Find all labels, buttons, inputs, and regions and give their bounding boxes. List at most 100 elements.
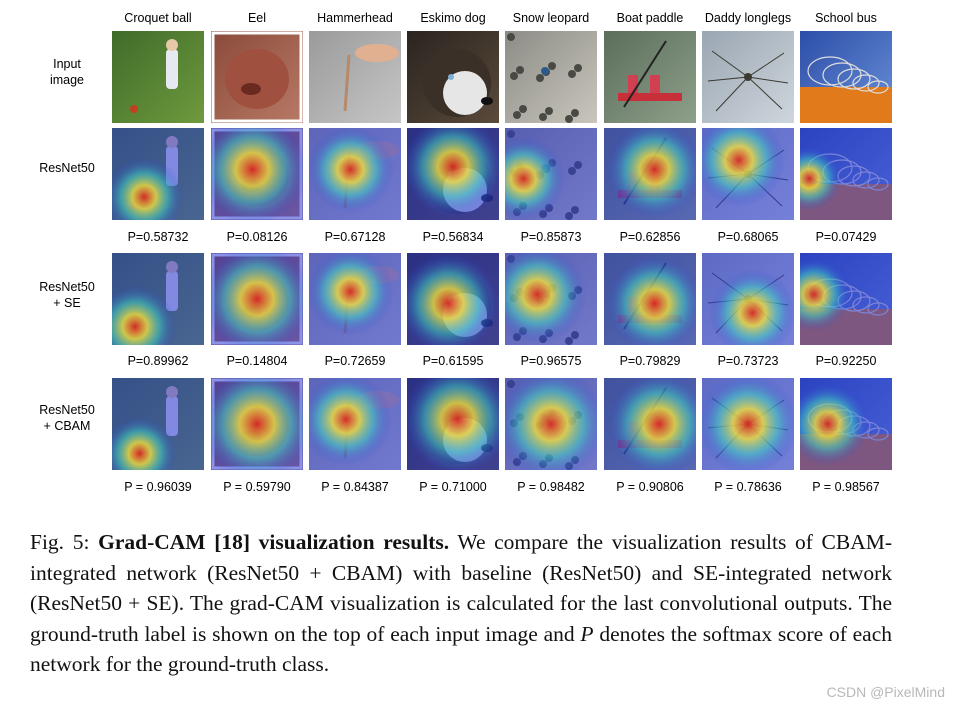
row-label: ResNet50: [22, 160, 112, 176]
tile-graphic: [211, 128, 303, 220]
softmax-score: P=0.89962: [127, 354, 189, 368]
softmax-score: P = 0.96039: [124, 480, 192, 494]
input-image-tile: [702, 31, 794, 123]
softmax-score: P = 0.90806: [616, 480, 684, 494]
heatmap-hotspot: [112, 285, 177, 345]
tile-graphic: [505, 31, 597, 123]
row-label: ResNet50 + SE: [22, 279, 112, 311]
input-image-tile: [800, 31, 892, 123]
tile-graphic: [505, 128, 597, 220]
gradcam-heatmap-tile: [800, 253, 892, 345]
gradcam-heatmap-tile: [702, 378, 794, 470]
softmax-score: P=0.07429: [815, 230, 877, 244]
gradcam-heatmap-tile: [211, 128, 303, 220]
heatmap-hotspot: [407, 128, 499, 218]
row-label: Input image: [22, 56, 112, 88]
gradcam-heatmap-tile: [505, 128, 597, 220]
row-label-line: ResNet50: [39, 403, 95, 417]
heatmap-hotspot: [112, 416, 177, 470]
row-label-line: ResNet50: [39, 161, 95, 175]
heatmap-hotspot: [112, 157, 184, 220]
input-image-tile: [112, 31, 204, 123]
gradcam-heatmap-tile: [309, 128, 401, 220]
tile-graphic: [112, 253, 204, 345]
input-image-tile: [309, 31, 401, 123]
tile-graphic: [112, 128, 204, 220]
softmax-score: P=0.96575: [520, 354, 582, 368]
row-label: ResNet50 + CBAM: [22, 402, 112, 434]
gradcam-heatmap-tile: [800, 128, 892, 220]
input-image-tile: [604, 31, 696, 123]
softmax-score: P=0.72659: [324, 354, 386, 368]
photo-background: [309, 31, 401, 123]
heatmap-hotspot: [505, 378, 597, 470]
softmax-score: P = 0.71000: [419, 480, 487, 494]
tile-graphic: [604, 253, 696, 345]
input-image-tile: [211, 31, 303, 123]
tile-graphic: [505, 378, 597, 470]
caption-text-2: denotes the softmax score of each networ…: [30, 621, 893, 677]
gradcam-heatmap-tile: [407, 378, 499, 470]
heatmap-hotspot: [211, 253, 303, 345]
photo-subject: [130, 39, 178, 113]
column-header: Croquet ball: [124, 11, 192, 25]
heatmap-hotspot: [709, 269, 794, 345]
tile-graphic: [702, 128, 794, 220]
heatmap-hotspot: [702, 378, 794, 470]
softmax-score: P = 0.98567: [812, 480, 880, 494]
heatmap-hotspot: [606, 378, 696, 470]
tile-graphic: [505, 253, 597, 345]
tile-graphic: [702, 378, 794, 470]
softmax-score: P=0.14804: [226, 354, 288, 368]
tile-graphic: [309, 128, 401, 220]
figure-caption: Fig. 5: Grad-CAM [18] visualization resu…: [30, 527, 892, 680]
caption-prefix: Fig. 5:: [30, 530, 90, 554]
tile-graphic: [407, 253, 499, 345]
heatmap-hotspot: [211, 128, 303, 220]
gradcam-heatmap-tile: [211, 378, 303, 470]
softmax-score: P=0.58732: [127, 230, 189, 244]
softmax-score: P = 0.98482: [517, 480, 585, 494]
softmax-score: P=0.56834: [422, 230, 484, 244]
gradcam-heatmap-tile: [604, 128, 696, 220]
photo-subject: [423, 49, 493, 117]
input-image-tile: [407, 31, 499, 123]
tile-graphic: [800, 31, 892, 123]
softmax-score: P = 0.59790: [223, 480, 291, 494]
tile-graphic: [604, 378, 696, 470]
caption-text-1: We compare the visualization results of …: [30, 530, 893, 646]
gradcam-heatmap-tile: [112, 253, 204, 345]
caption-bold-title: Grad-CAM [18] visualization results.: [98, 530, 450, 554]
heatmap-hotspot: [309, 128, 394, 213]
row-label-line: + SE: [53, 296, 81, 310]
softmax-score: P=0.61595: [422, 354, 484, 368]
tile-graphic: [800, 378, 892, 470]
watermark: CSDN @PixelMind: [826, 684, 945, 700]
column-header: Boat paddle: [616, 11, 684, 25]
gradcam-heatmap-tile: [112, 378, 204, 470]
column-header: Hammerhead: [317, 11, 393, 25]
softmax-score: P=0.68065: [717, 230, 779, 244]
tile-graphic: [407, 378, 499, 470]
photo-subject: [707, 50, 789, 112]
gradcam-heatmap-tile: [702, 128, 794, 220]
softmax-score: P=0.79829: [619, 354, 681, 368]
heatmap-hotspot: [505, 137, 565, 220]
photo-subject: [211, 31, 303, 123]
tile-graphic: [702, 253, 794, 345]
tile-graphic: [112, 31, 204, 123]
gradcam-heatmap-tile: [407, 128, 499, 220]
caption-variable: P: [580, 621, 594, 646]
heatmap-hotspot: [407, 253, 499, 345]
gradcam-heatmap-tile: [505, 253, 597, 345]
tile-graphic: [112, 378, 204, 470]
heatmap-hotspot: [309, 253, 394, 336]
column-header: Snow leopard: [512, 11, 590, 25]
heatmap-hotspot: [309, 378, 392, 466]
gradcam-heatmap-tile: [211, 253, 303, 345]
tile-graphic: [407, 31, 499, 123]
tile-graphic: [702, 31, 794, 123]
tile-graphic: [309, 378, 401, 470]
photo-subject: [343, 44, 399, 112]
heatmap-hotspot: [505, 253, 587, 344]
